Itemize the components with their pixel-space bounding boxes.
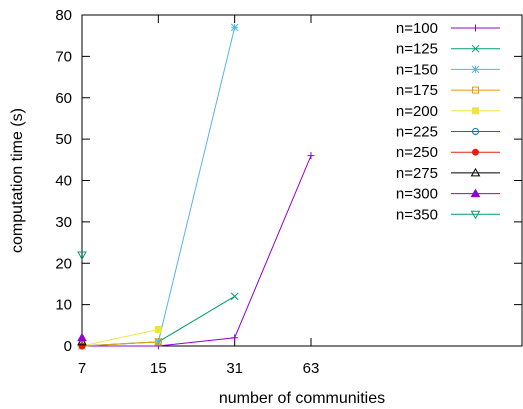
y-tick-label: 40 <box>55 173 72 190</box>
marker-square-filled <box>154 325 162 333</box>
series-n-350 <box>77 251 87 260</box>
series-n-300 <box>77 332 87 342</box>
marker-triangle-filled <box>470 188 481 198</box>
marker-star <box>154 338 163 346</box>
y-tick-label: 0 <box>64 338 72 355</box>
marker-triangle-down-open <box>470 210 481 220</box>
legend-item: n=275 <box>396 165 500 182</box>
marker-cross <box>471 44 480 53</box>
marker-circle-filled <box>78 342 86 350</box>
series-line <box>81 328 159 347</box>
legend-item: n=350 <box>396 206 500 223</box>
plot-frame <box>81 14 523 347</box>
legend: n=100 n=125 n=150 n=175 n=200 n=225 n=250 n=275… <box>396 20 500 223</box>
marker-plus <box>307 152 315 160</box>
series-line <box>81 27 236 347</box>
marker-plus <box>472 24 479 32</box>
y-tick-label: 20 <box>55 255 72 272</box>
legend-label: n=200 <box>396 103 438 120</box>
legend-item: n=100 <box>396 20 500 37</box>
marker-triangle-open <box>470 167 481 177</box>
marker-circle-filled <box>472 148 479 156</box>
series-n-250 <box>78 342 86 350</box>
x-axis-label: number of communities <box>219 390 385 407</box>
series-n-100 <box>78 152 315 350</box>
marker-star <box>471 65 480 74</box>
series-n-275 <box>77 336 87 346</box>
legend-item: n=175 <box>396 82 500 99</box>
marker-star <box>230 23 239 32</box>
legend-item: n=125 <box>396 41 500 58</box>
marker-circle-open <box>472 128 479 135</box>
legend-item: n=300 <box>396 186 500 203</box>
legend-item: n=150 <box>396 61 500 78</box>
y-axis-label: computation time (s) <box>9 108 26 253</box>
series-group <box>77 23 315 350</box>
legend-label: n=275 <box>396 165 438 182</box>
y-tick-label: 50 <box>55 131 72 148</box>
series-line <box>82 155 312 347</box>
legend-label: n=125 <box>396 41 438 58</box>
series-n-150 <box>78 23 239 350</box>
x-tick-label: 31 <box>226 360 243 377</box>
legend-item: n=225 <box>396 124 500 141</box>
x-tick-label: 7 <box>78 360 86 377</box>
series-line <box>81 341 159 347</box>
y-axis-ticks: 0 10 20 30 40 50 60 70 80 <box>55 7 522 355</box>
marker-triangle-open <box>77 336 87 346</box>
legend-label: n=175 <box>396 82 438 99</box>
legend-label: n=350 <box>396 206 438 223</box>
y-tick-label: 70 <box>55 48 72 65</box>
legend-label: n=150 <box>396 61 438 78</box>
marker-square-filled <box>472 107 479 115</box>
marker-triangle-filled <box>77 332 87 342</box>
marker-triangle-down-open <box>77 251 87 260</box>
marker-square-open <box>154 338 162 346</box>
marker-plus <box>231 334 239 342</box>
y-tick-label: 60 <box>55 90 72 107</box>
marker-cross <box>230 292 239 301</box>
y-tick-label: 80 <box>55 7 72 24</box>
legend-item: n=200 <box>396 103 500 120</box>
legend-label: n=300 <box>396 186 438 203</box>
legend-label: n=100 <box>396 20 438 37</box>
x-axis-ticks: 7 15 31 63 <box>78 15 320 377</box>
x-tick-label: 63 <box>303 360 320 377</box>
y-tick-label: 30 <box>55 214 72 231</box>
legend-label: n=225 <box>396 124 438 141</box>
marker-square-open <box>472 86 479 94</box>
legend-label: n=250 <box>396 144 438 161</box>
y-tick-label: 10 <box>55 297 72 314</box>
legend-item: n=250 <box>396 144 500 161</box>
x-tick-label: 15 <box>150 360 167 377</box>
